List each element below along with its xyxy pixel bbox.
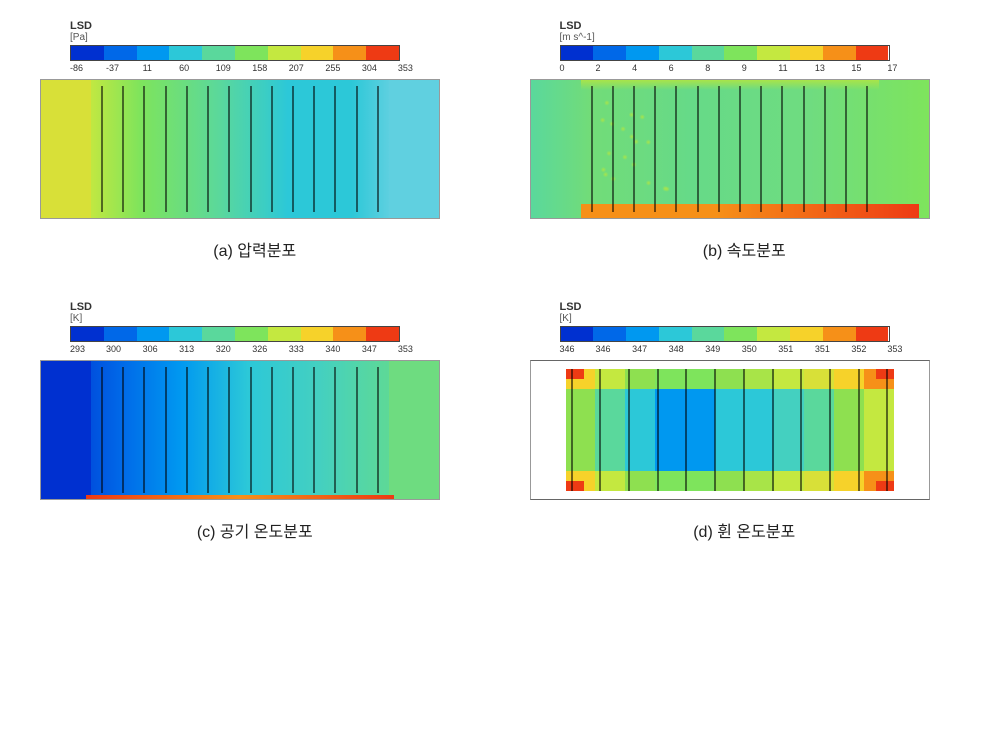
- panel-a: LSD[Pa]-86-371160109158207255304353 (a) 압…: [40, 20, 470, 261]
- legend-unit: [Pa]: [70, 32, 470, 43]
- legend-d: LSD[K]346346347348349350351351352353: [560, 301, 960, 354]
- panel-c: LSD[K]293300306313320326333340347353 (c) …: [40, 301, 470, 542]
- legend-title: LSD: [70, 20, 470, 32]
- legend-b: LSD[m s^-1]02468911131517: [560, 20, 960, 73]
- caption-c: (c) 공기 온도분포: [40, 518, 470, 542]
- legend-c: LSD[K]293300306313320326333340347353: [70, 301, 470, 354]
- contour-a: [40, 79, 440, 219]
- contour-d: [530, 360, 930, 500]
- legend-a: LSD[Pa]-86-371160109158207255304353: [70, 20, 470, 73]
- contour-b: [530, 79, 930, 219]
- contour-c: [40, 360, 440, 500]
- legend-title: LSD: [70, 301, 470, 313]
- legend-unit: [K]: [70, 313, 470, 324]
- legend-title: LSD: [560, 301, 960, 313]
- legend-unit: [K]: [560, 313, 960, 324]
- caption-a: (a) 압력분포: [40, 237, 470, 261]
- legend-title: LSD: [560, 20, 960, 32]
- panel-d: LSD[K]346346347348349350351351352353 (d) …: [530, 301, 960, 542]
- caption-d: (d) 휜 온도분포: [530, 518, 960, 542]
- legend-unit: [m s^-1]: [560, 32, 960, 43]
- panel-b: LSD[m s^-1]02468911131517 (b) 속도분포: [530, 20, 960, 261]
- caption-b: (b) 속도분포: [530, 237, 960, 261]
